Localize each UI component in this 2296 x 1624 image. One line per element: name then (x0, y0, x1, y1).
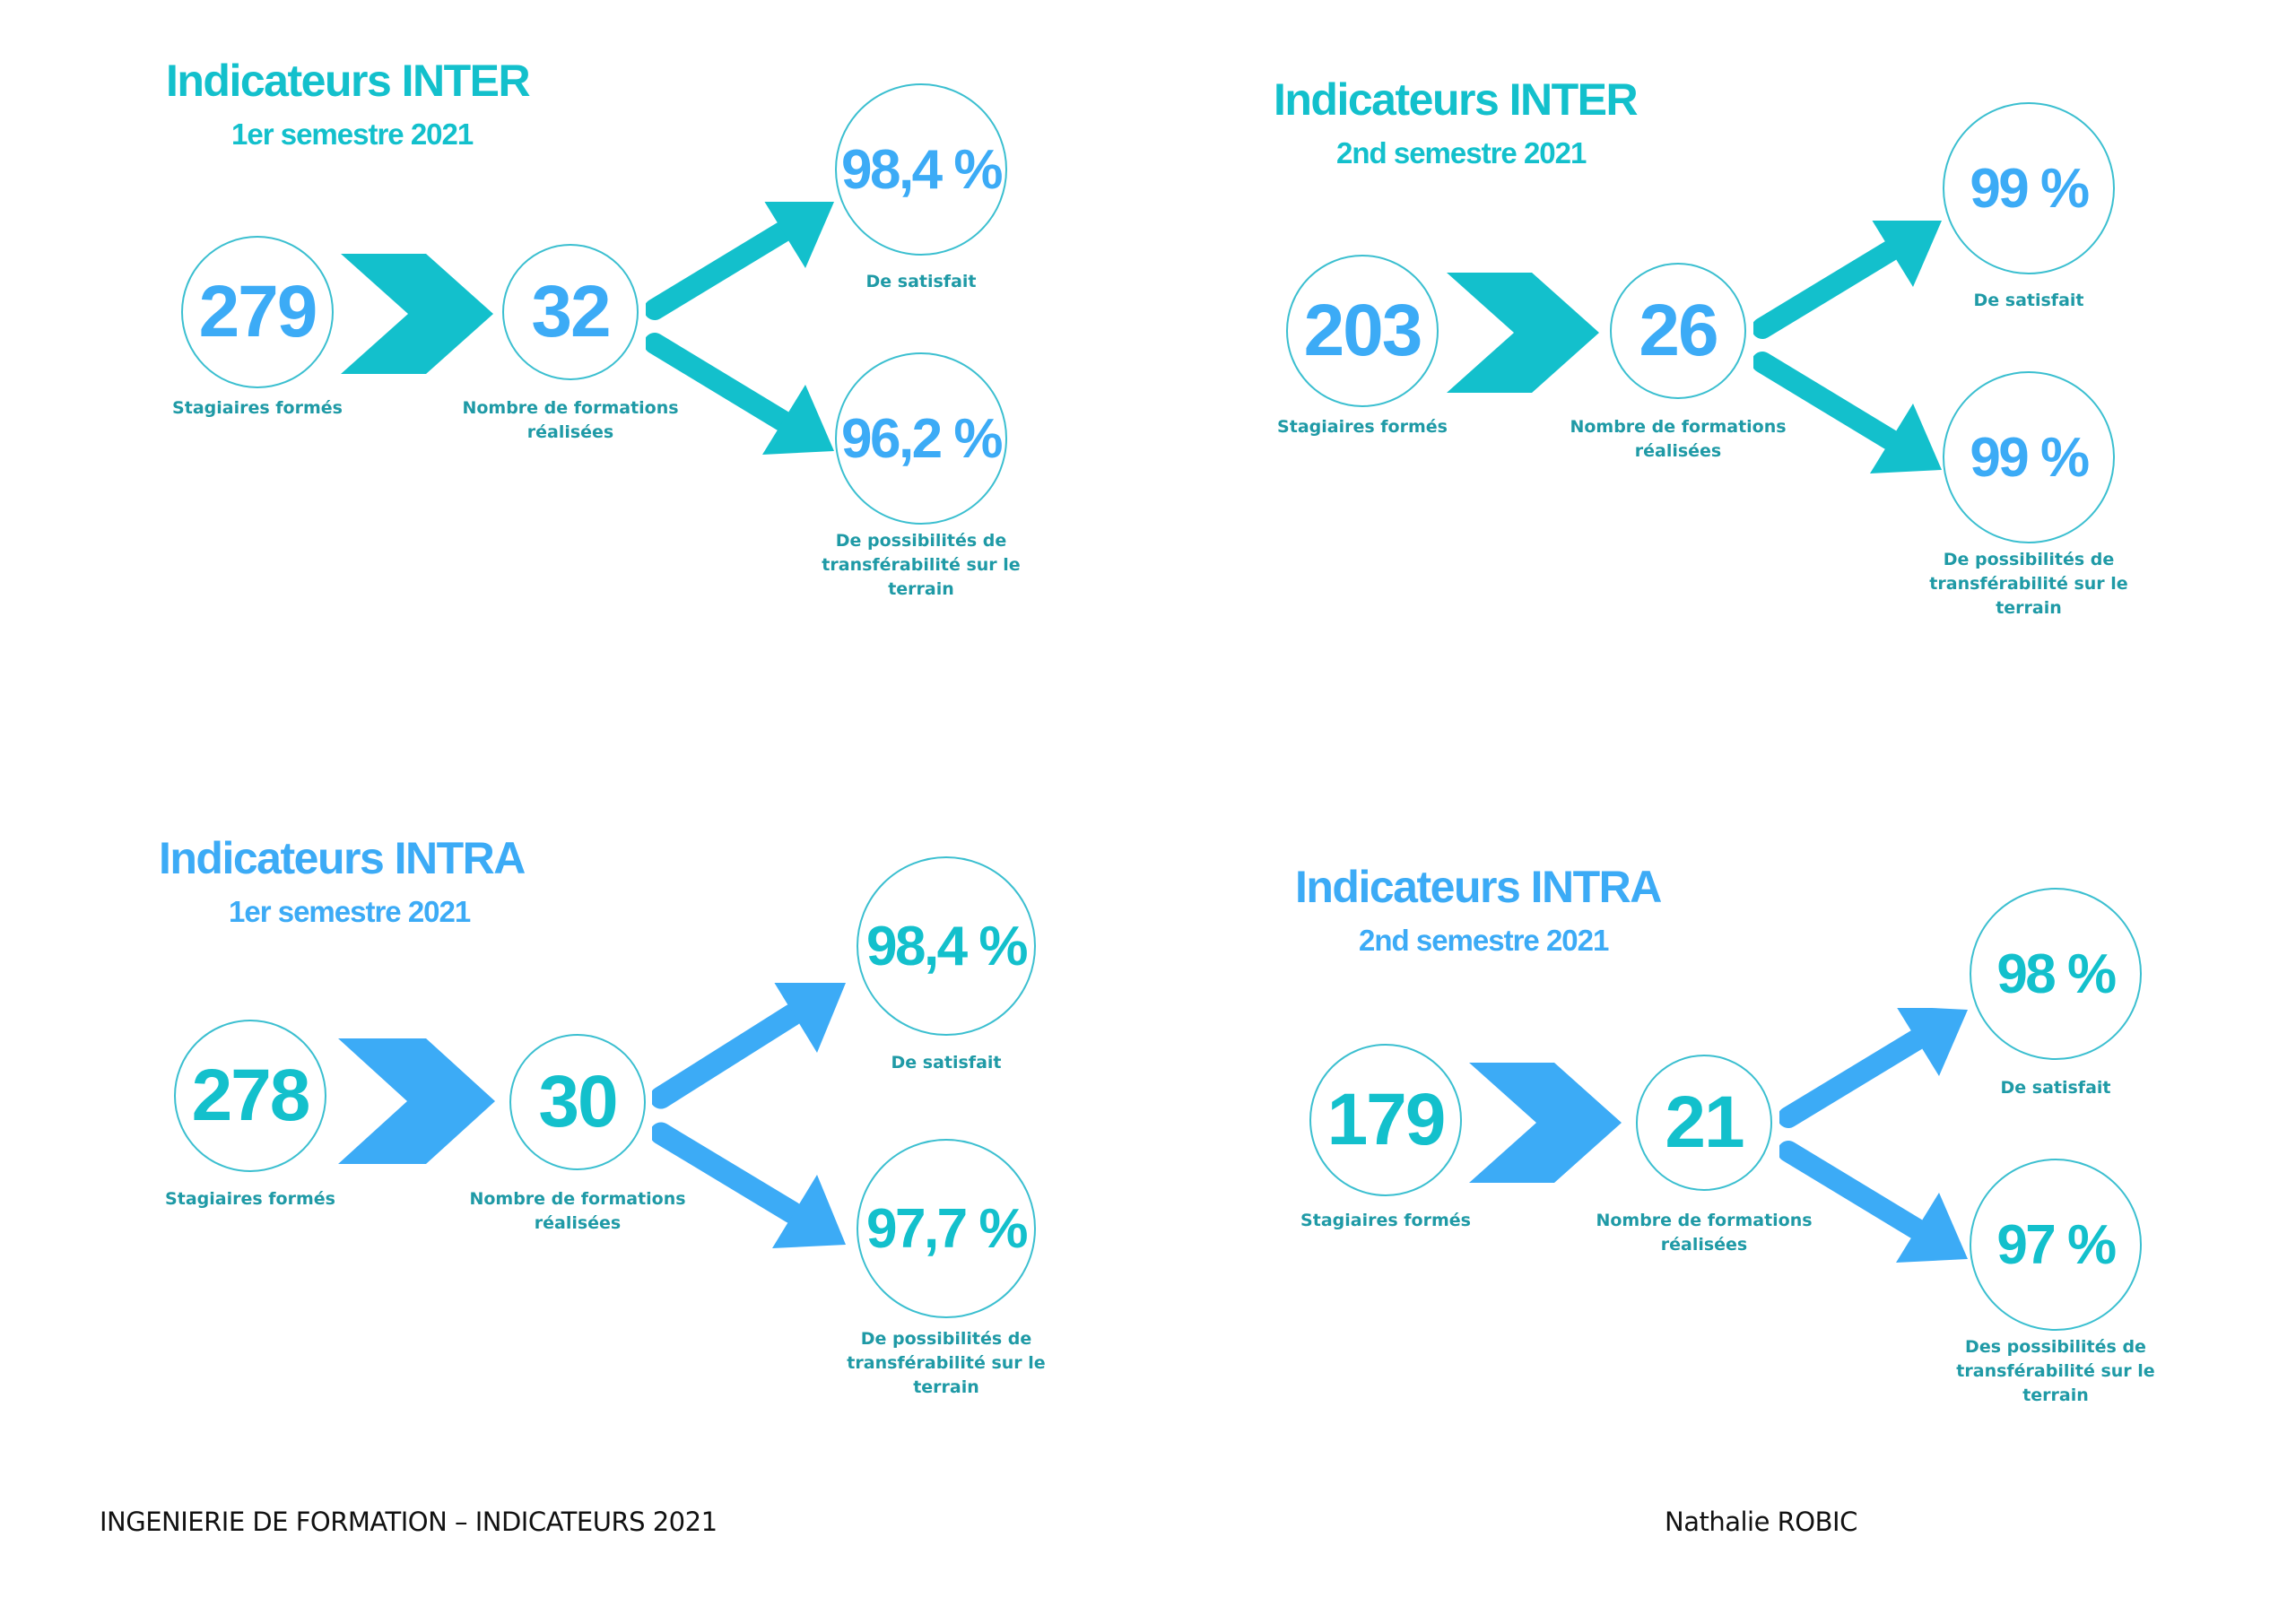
trainees-label: Stagiaires formés (1277, 417, 1448, 437)
transferability-value: 99 % (1970, 426, 2090, 489)
trainees-label: Stagiaires formés (165, 1189, 335, 1209)
trainees-circle: 203 (1286, 255, 1439, 407)
satisfaction-label: De satisfait (891, 1053, 1002, 1073)
transferability-circle: 97 % (1970, 1159, 2142, 1331)
transferability-value: 96,2 % (840, 407, 1004, 470)
trainees-value: 278 (191, 1055, 311, 1136)
panel-title: Indicateurs INTRA (1295, 862, 1662, 912)
footer-author: Nathalie ROBIC (1665, 1507, 1857, 1537)
trainees-circle: 278 (174, 1020, 326, 1172)
sessions-label: Nombre de formations réalisées (462, 398, 679, 442)
transferability-label: Des possibilités de transférabilité sur … (1956, 1337, 2155, 1405)
sessions-label: Nombre de formations réalisées (469, 1189, 686, 1233)
split-arrows-icon (646, 202, 834, 455)
satisfaction-value: 98,4 % (865, 915, 1029, 977)
satisfaction-value: 98,4 % (840, 138, 1004, 201)
panel-title: Indicateurs INTER (1274, 74, 1639, 125)
panel-subtitle: 2nd semestre 2021 (1336, 136, 1587, 169)
sessions-circle: 30 (509, 1034, 646, 1170)
sessions-value: 21 (1665, 1081, 1744, 1163)
footer-document-title: INGENIERIE DE FORMATION – INDICATEURS 20… (100, 1507, 718, 1537)
trainees-circle: 179 (1309, 1044, 1462, 1196)
trainees-value: 279 (198, 271, 318, 352)
panel-inter-s1: Indicateurs INTER 1er semestre 2021 279 … (166, 58, 1152, 686)
transferability-label: De possibilités de transférabilité sur l… (1929, 550, 2128, 618)
split-arrows-icon (652, 983, 846, 1248)
panel-inter-s2: Indicateurs INTER 2nd semestre 2021 203 … (1274, 77, 2260, 705)
sessions-value: 26 (1639, 290, 1718, 371)
trainees-label: Stagiaires formés (172, 398, 343, 418)
satisfaction-label: De satisfait (865, 272, 977, 291)
satisfaction-label: De satisfait (2000, 1078, 2111, 1098)
panel-intra-s1: Indicateurs INTRA 1er semestre 2021 278 … (159, 836, 1145, 1463)
panel-subtitle: 1er semestre 2021 (231, 117, 474, 151)
sessions-circle: 32 (502, 244, 639, 380)
satisfaction-circle: 98 % (1970, 888, 2142, 1060)
transferability-circle: 96,2 % (835, 352, 1007, 525)
satisfaction-circle: 98,4 % (857, 856, 1036, 1036)
trainees-circle: 279 (181, 236, 334, 388)
sessions-value: 32 (531, 271, 611, 352)
sessions-label: Nombre de formations réalisées (1596, 1211, 1813, 1255)
panel-subtitle: 1er semestre 2021 (229, 895, 471, 928)
chevron-right-icon (341, 254, 493, 374)
sessions-value: 30 (538, 1061, 618, 1142)
satisfaction-value: 98 % (1996, 942, 2117, 1005)
sessions-label: Nombre de formations réalisées (1570, 417, 1787, 461)
panel-title: Indicateurs INTER (166, 56, 531, 106)
transferability-circle: 97,7 % (857, 1139, 1036, 1318)
satisfaction-circle: 99 % (1943, 102, 2115, 274)
chevron-right-icon (1447, 273, 1599, 393)
sessions-circle: 26 (1610, 263, 1746, 399)
transferability-label: De possibilités de transférabilité sur l… (847, 1329, 1046, 1397)
transferability-label: De possibilités de transférabilité sur l… (822, 531, 1021, 599)
chevron-right-icon (338, 1038, 495, 1164)
satisfaction-value: 99 % (1970, 157, 2090, 220)
panel-title: Indicateurs INTRA (159, 833, 526, 883)
transferability-value: 97,7 % (865, 1197, 1029, 1260)
split-arrows-icon (1753, 221, 1942, 473)
panel-subtitle: 2nd semestre 2021 (1359, 924, 1609, 957)
satisfaction-circle: 98,4 % (835, 83, 1007, 256)
trainees-label: Stagiaires formés (1300, 1211, 1471, 1230)
satisfaction-label: De satisfait (1973, 291, 2084, 310)
trainees-value: 179 (1326, 1079, 1447, 1160)
trainees-value: 203 (1303, 290, 1423, 371)
transferability-value: 97 % (1996, 1213, 2117, 1276)
transferability-circle: 99 % (1943, 371, 2115, 543)
sessions-circle: 21 (1636, 1055, 1772, 1191)
split-arrows-icon (1779, 1008, 1968, 1263)
chevron-right-icon (1469, 1063, 1622, 1183)
panel-intra-s2: Indicateurs INTRA 2nd semestre 2021 179 … (1295, 864, 2282, 1492)
